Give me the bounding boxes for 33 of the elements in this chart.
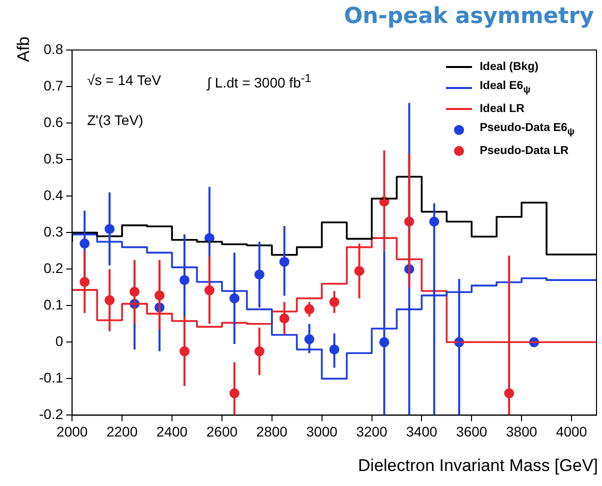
- y-axis-title: Afb: [14, 36, 34, 62]
- x-tick-label: 2200: [106, 423, 138, 440]
- chart-title: On-peak asymmetry: [344, 4, 594, 29]
- annotation: √s = 14 TeV: [87, 72, 162, 88]
- annotation: Z'(3 TeV): [87, 112, 144, 128]
- y-tick-label: 0: [55, 333, 64, 350]
- x-tick-label: 3600: [456, 423, 488, 440]
- y-tick-label: -0.1: [39, 370, 64, 386]
- x-tick-label: 3400: [406, 423, 438, 440]
- legend-label: Ideal LR: [480, 102, 524, 114]
- x-tick-label: 2000: [56, 423, 88, 440]
- x-tick-label: 2400: [156, 423, 188, 440]
- y-tick-label: 0.6: [44, 114, 64, 130]
- x-tick-label: 4000: [556, 423, 588, 440]
- legend-label: Ideal (Bkg): [480, 60, 539, 72]
- legend-label: Pseudo-Data LR: [480, 144, 569, 156]
- x-tick-label: 3000: [306, 423, 338, 440]
- y-tick-label: 0.8: [44, 40, 64, 57]
- annotation: ∫ L.dt = 3000 fb$^{-1}$: [207, 72, 312, 91]
- y-tick-label: 0.5: [44, 150, 64, 166]
- y-tick-label: 0.1: [44, 296, 64, 312]
- legend-label: Ideal E6$_{ψ}$: [480, 80, 530, 96]
- x-tick-label: 2600: [206, 423, 238, 440]
- y-tick-label: 0.4: [44, 186, 64, 203]
- y-tick-label: 0.7: [44, 77, 64, 94]
- legend-label: Pseudo-Data E6$_{ψ}$: [480, 122, 574, 138]
- x-tick-label: 3200: [356, 423, 388, 440]
- x-axis-title: Dielectron Invariant Mass [GeV]: [358, 456, 598, 476]
- y-tick-label: 0.3: [44, 223, 64, 240]
- y-tick-label: -0.2: [39, 406, 64, 422]
- x-tick-label: 2800: [256, 423, 288, 440]
- y-tick-label: 0.2: [44, 260, 64, 276]
- x-tick-label: 3800: [506, 423, 538, 440]
